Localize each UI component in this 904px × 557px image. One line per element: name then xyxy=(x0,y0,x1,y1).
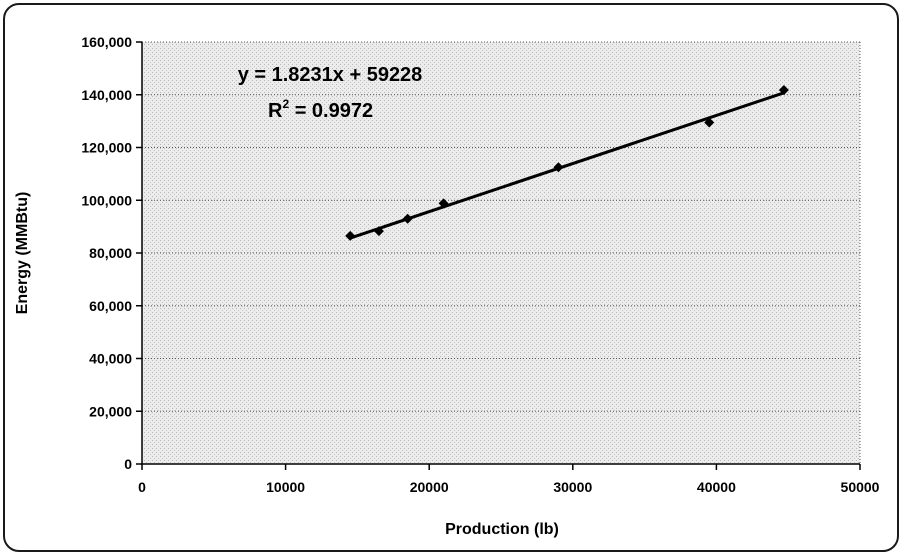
gridlines xyxy=(142,41,861,464)
trendline xyxy=(349,91,785,240)
data-point xyxy=(402,213,413,224)
data-points xyxy=(345,85,789,241)
data-point xyxy=(345,230,356,241)
x-axis-title: Production (lb) xyxy=(445,521,559,538)
x-tick-label: 0 xyxy=(138,479,146,495)
data-point xyxy=(553,162,564,173)
x-tick-label: 20000 xyxy=(410,479,449,495)
data-point xyxy=(373,226,384,237)
y-tick-label: 40,000 xyxy=(89,351,132,367)
data-point xyxy=(704,117,715,128)
y-tick-label: 160,000 xyxy=(81,34,132,50)
y-tick-label: 20,000 xyxy=(89,403,132,419)
x-axis-ticks: 0 10000 20000 30000 40000 50000 xyxy=(138,464,880,495)
y-tick-label: 80,000 xyxy=(89,245,132,261)
y-tick-label: 120,000 xyxy=(81,140,132,156)
y-axis-ticks: 0 20,000 40,000 60,000 80,000 100,000 120,000 1… xyxy=(81,34,142,472)
trendline-equation: y = 1.8231x + 59228 xyxy=(238,64,423,86)
y-tick-label: 100,000 xyxy=(81,192,132,208)
data-point xyxy=(778,85,789,96)
y-tick-label: 140,000 xyxy=(81,87,132,103)
y-tick-label: 0 xyxy=(124,456,132,472)
x-tick-label: 10000 xyxy=(266,479,305,495)
y-axis-title: Energy (MMBtu) xyxy=(14,192,31,315)
plot-area xyxy=(142,42,860,464)
data-point xyxy=(438,198,449,209)
x-tick-label: 30000 xyxy=(553,479,592,495)
y-tick-label: 60,000 xyxy=(89,298,132,314)
x-tick-label: 40000 xyxy=(697,479,736,495)
x-tick-label: 50000 xyxy=(841,479,880,495)
r-squared-label: R2 = 0.9972 xyxy=(268,97,373,122)
